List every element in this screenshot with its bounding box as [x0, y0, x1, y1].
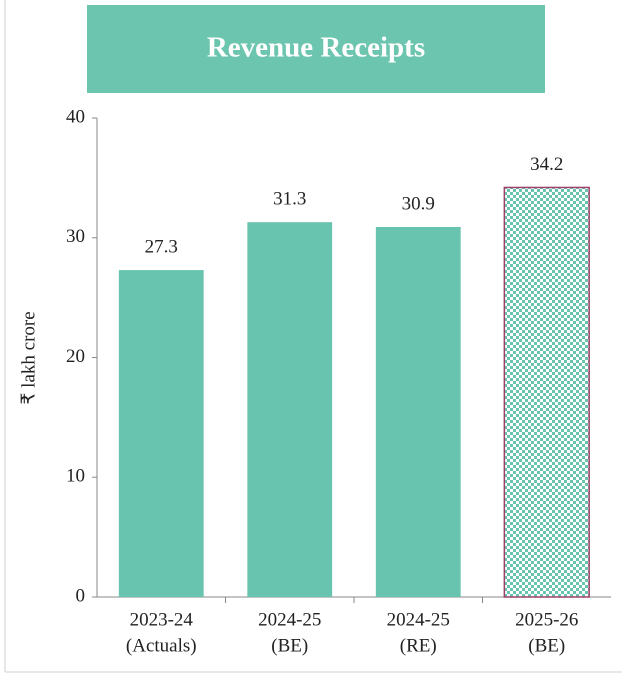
x-tick-label: 2024-25 [258, 609, 321, 630]
x-tick-label: (BE) [528, 635, 565, 656]
bar [375, 226, 461, 597]
y-tick-label: 30 [66, 226, 85, 247]
data-label: 34.2 [530, 154, 563, 175]
bar [247, 222, 333, 597]
data-label: 31.3 [273, 189, 306, 210]
y-tick-label: 0 [76, 585, 86, 606]
title-banner [87, 5, 545, 93]
y-axis-label: ₹ lakh crore [18, 311, 39, 404]
x-tick-label: (Actuals) [126, 635, 197, 656]
y-tick-label: 20 [66, 346, 85, 367]
chart-title: Revenue Receipts [207, 32, 425, 64]
data-label: 30.9 [402, 193, 435, 214]
y-tick-label: 40 [66, 106, 85, 127]
bar [118, 270, 204, 597]
x-tick-label: 2025-26 [515, 609, 578, 630]
x-tick-label: 2023-24 [130, 609, 194, 630]
x-tick-label: 2024-25 [387, 609, 450, 630]
bar [503, 186, 590, 598]
x-tick-label: (BE) [271, 635, 308, 656]
y-tick-label: 10 [66, 466, 85, 487]
data-label: 27.3 [145, 236, 178, 257]
x-tick-label: (RE) [400, 635, 437, 656]
